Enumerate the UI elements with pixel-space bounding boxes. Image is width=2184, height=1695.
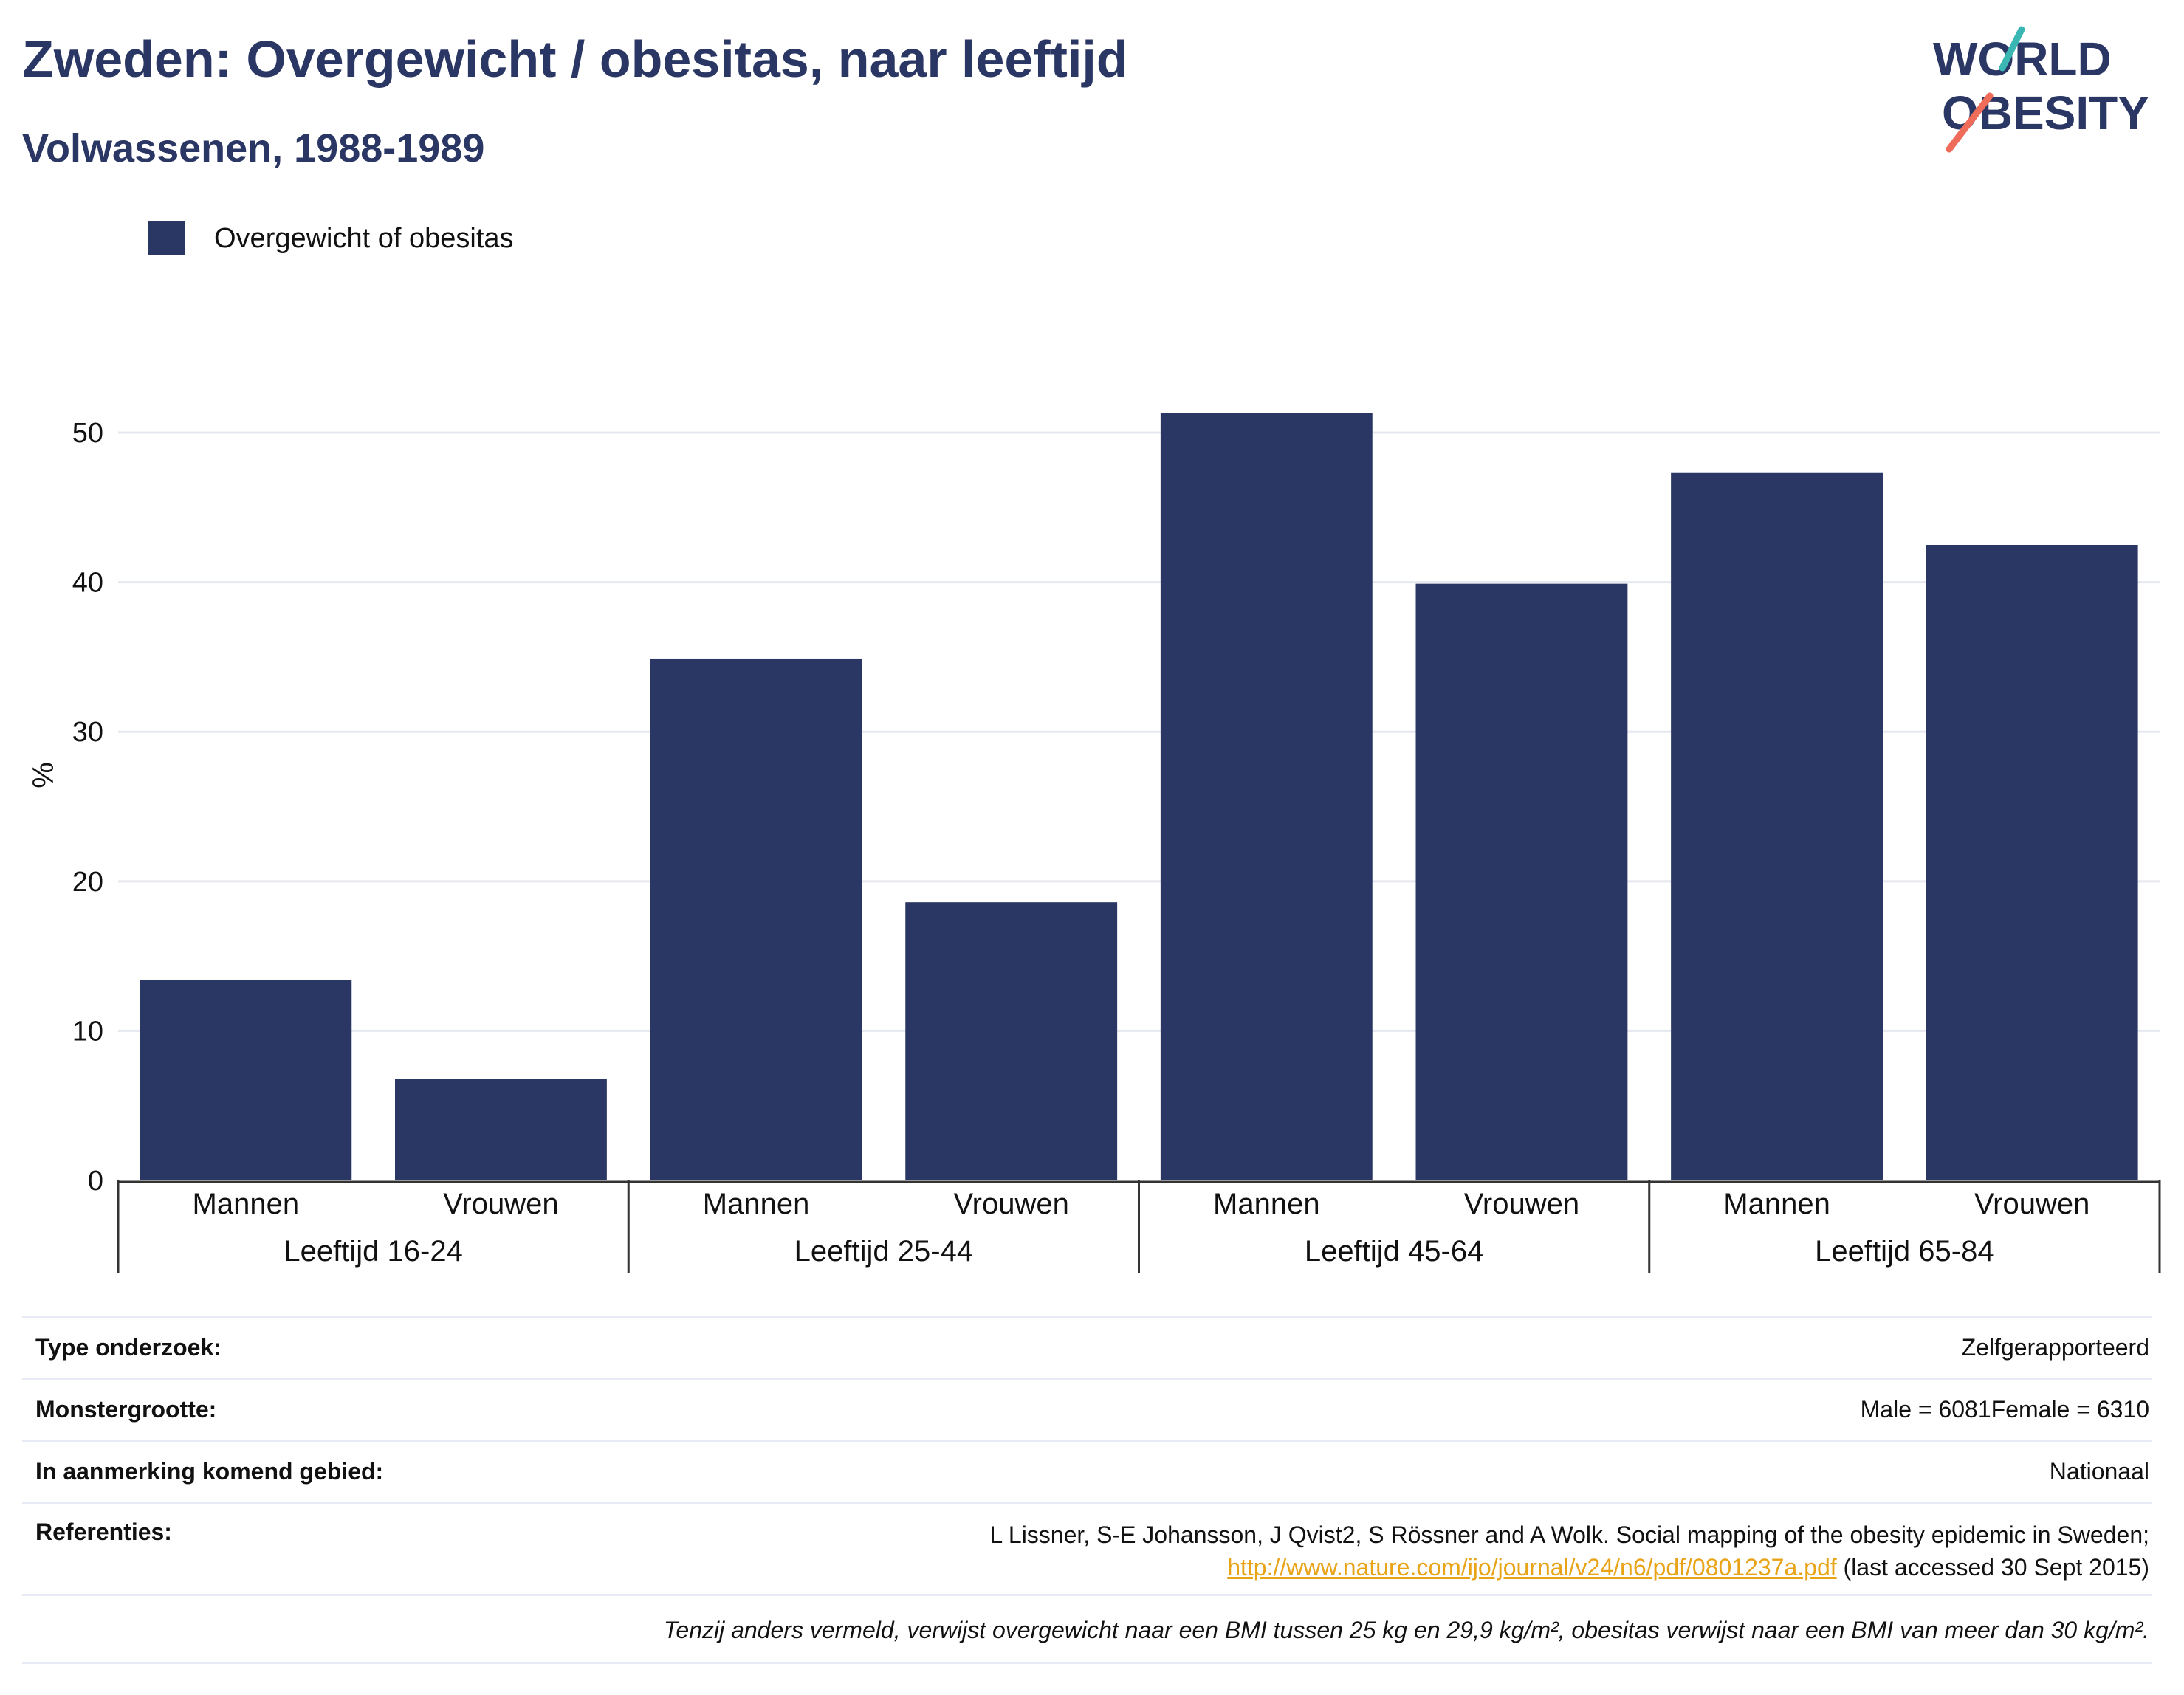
- reference-link[interactable]: http://www.nature.com/ijo/journal/v24/n6…: [1227, 1554, 1837, 1581]
- info-table: Type onderzoek: Zelfgerapporteerd Monste…: [22, 1316, 2152, 1664]
- type-value: Zelfgerapporteerd: [1961, 1334, 2149, 1361]
- x-group-label: Leeftijd 25-44: [794, 1235, 973, 1268]
- bar: [1415, 583, 1628, 1180]
- legend: Overgewicht of obesitas: [148, 221, 514, 255]
- bar: [140, 980, 352, 1180]
- logo-coral-slash: [1946, 92, 1994, 153]
- y-axis-label: %: [27, 762, 60, 788]
- logo-word-1: WORLD: [1933, 32, 2112, 86]
- x-group-label: Leeftijd 65-84: [1815, 1235, 1994, 1268]
- x-category-label: Vrouwen: [443, 1188, 558, 1220]
- x-group-label: Leeftijd 16-24: [284, 1235, 462, 1268]
- bar-chart: 0 10 20 30 40 50 Mannen Vrouwen Mannen Vrouwen Man…: [27, 413, 2161, 1273]
- bars: [140, 413, 2138, 1181]
- bar: [650, 658, 862, 1180]
- y-tick-label: 30: [72, 717, 103, 748]
- legend-label[interactable]: Overgewicht of obesitas: [214, 222, 514, 254]
- y-tick-label: 20: [72, 867, 103, 898]
- bar: [395, 1079, 607, 1180]
- references-value: L Lissner, S-E Johansson, J Qvist2, S Rö…: [989, 1519, 2152, 1584]
- axes: 0 10 20 30 40 50 Mannen Vrouwen Mannen Vrouwen Man…: [72, 418, 2161, 1273]
- x-category-label: Vrouwen: [953, 1188, 1068, 1220]
- info-row-type: Type onderzoek: Zelfgerapporteerd: [22, 1316, 2152, 1378]
- legend-swatch[interactable]: [148, 221, 185, 255]
- x-category-label: Mannen: [1213, 1188, 1320, 1220]
- reference-accessed: (last accessed 30 Sept 2015): [1836, 1554, 2149, 1581]
- x-category-label: Mannen: [1723, 1188, 1830, 1220]
- y-tick-label: 0: [88, 1166, 103, 1197]
- world-obesity-logo: WORLD OBESITY: [1933, 26, 2149, 153]
- bar: [1671, 472, 1883, 1180]
- reference-text: L Lissner, S-E Johansson, J Qvist2, S Rö…: [989, 1522, 2149, 1548]
- x-category-label: Vrouwen: [1464, 1188, 1579, 1220]
- logo-teal-slash: [1999, 26, 2025, 72]
- sample-label: Monstergrootte:: [35, 1396, 217, 1423]
- bar: [1926, 544, 2138, 1180]
- area-label: In aanmerking komend gebied:: [35, 1458, 384, 1485]
- x-category-label: Mannen: [193, 1188, 300, 1220]
- footnote: Tenzij anders vermeld, verwijst overgewi…: [22, 1594, 2152, 1664]
- info-row-references: Referenties: L Lissner, S-E Johansson, J…: [22, 1502, 2152, 1594]
- x-category-label: Mannen: [703, 1188, 810, 1220]
- x-group-label: Leeftijd 45-64: [1305, 1235, 1483, 1268]
- y-tick-label: 10: [72, 1016, 103, 1047]
- sample-value: Male = 6081Female = 6310: [1860, 1396, 2149, 1423]
- bar: [905, 902, 1118, 1180]
- x-category-label: Vrouwen: [1974, 1188, 2089, 1220]
- info-row-area: In aanmerking komend gebied: Nationaal: [22, 1440, 2152, 1502]
- y-tick-label: 50: [72, 418, 103, 449]
- references-label: Referenties:: [35, 1519, 172, 1545]
- bar: [1160, 413, 1373, 1181]
- info-row-sample: Monstergrootte: Male = 6081Female = 6310: [22, 1378, 2152, 1440]
- chart-title: Zweden: Overgewicht / obesitas, naar lee…: [22, 30, 1128, 88]
- area-value: Nationaal: [2049, 1458, 2149, 1485]
- type-label: Type onderzoek:: [35, 1334, 222, 1361]
- y-tick-label: 40: [72, 568, 103, 599]
- chart-subtitle: Volwassenen, 1988-1989: [22, 126, 485, 171]
